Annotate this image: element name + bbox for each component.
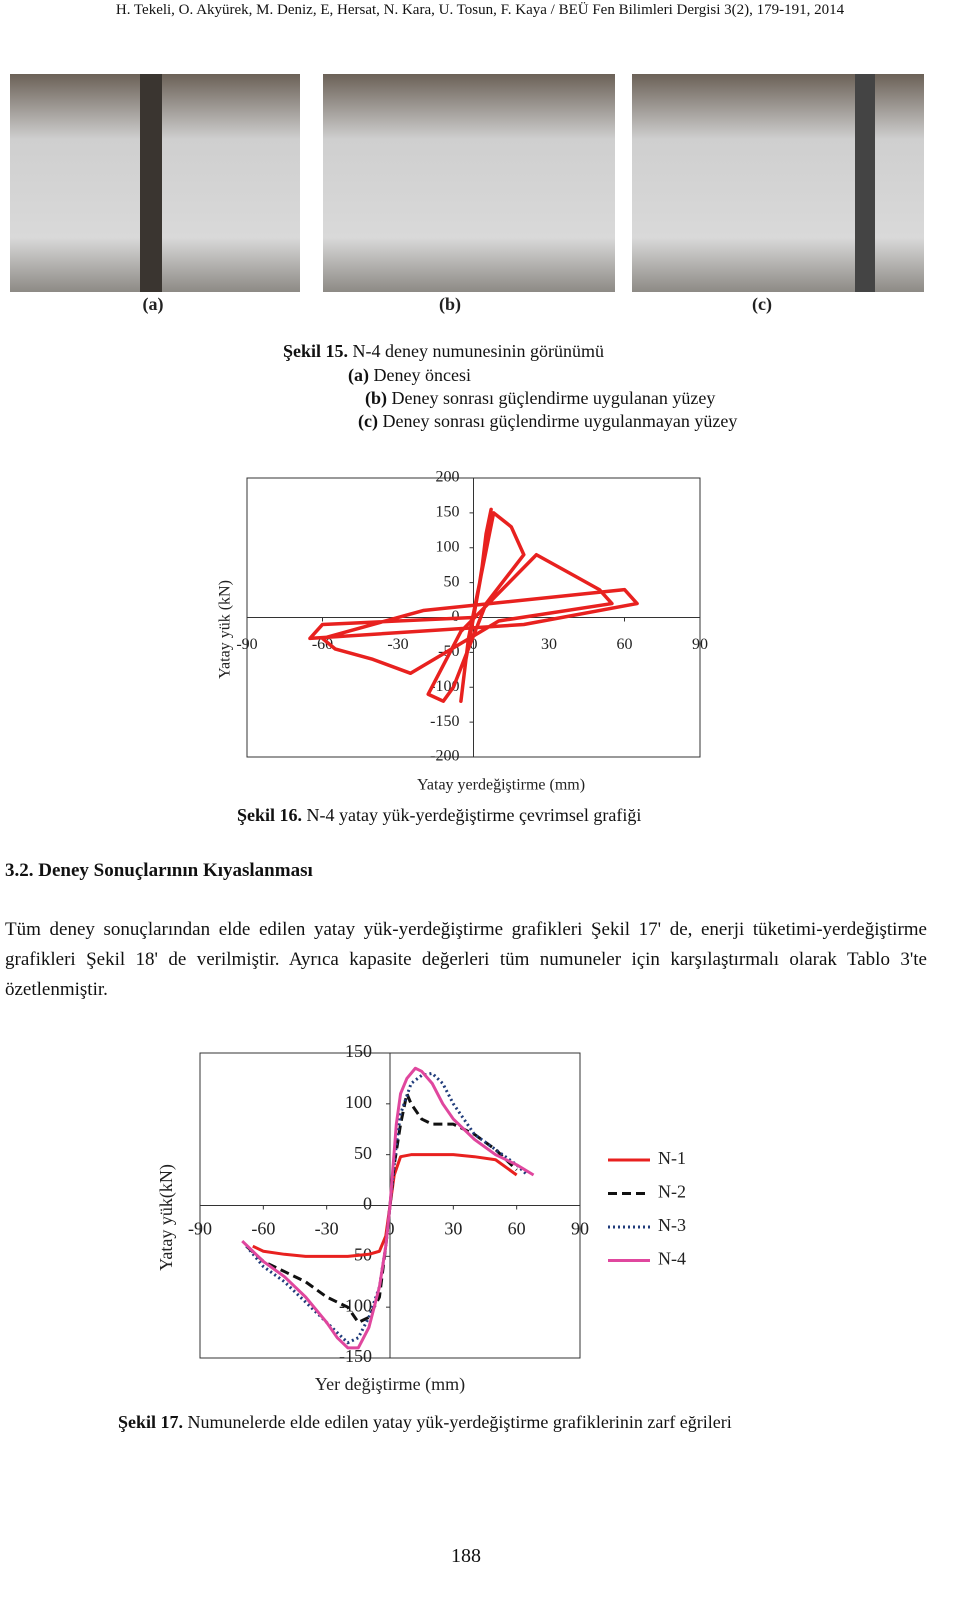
x-tick-label: 0	[386, 1219, 395, 1239]
caption-line: (c) Deney sonrası güçlendirme uygulanmay…	[358, 411, 737, 432]
legend-label: N-1	[658, 1148, 686, 1168]
y-tick-label: -100	[339, 1295, 372, 1315]
panel-label: (c)	[752, 294, 772, 315]
series-line	[241, 1066, 535, 1350]
paragraph: Tüm deney sonuçlarından elde edilen yata…	[5, 919, 927, 1000]
y-tick-label: 150	[345, 1041, 372, 1061]
x-tick-label: -30	[387, 636, 408, 653]
y-tick-label: 150	[436, 504, 460, 521]
panel-label: (b)	[439, 294, 461, 315]
series-line	[245, 1092, 518, 1324]
x-tick-label: -90	[236, 636, 257, 653]
caption-label: Şekil 15.	[283, 341, 349, 361]
panel-label: (a)	[143, 294, 164, 315]
x-axis-label: Yer değiştirme (mm)	[315, 1374, 465, 1395]
caption-label: Şekil 17.	[118, 1412, 184, 1432]
x-tick-label: 30	[444, 1219, 462, 1239]
caption-label: (a)	[348, 365, 369, 385]
caption-line: (b) Deney sonrası güçlendirme uygulanan …	[365, 388, 715, 409]
x-tick-label: -30	[315, 1219, 339, 1239]
x-tick-label: 90	[692, 636, 708, 653]
x-tick-label: 60	[617, 636, 633, 653]
figure-caption: Şekil 17. Numunelerde elde edilen yatay …	[118, 1412, 732, 1433]
y-axis-label: Yatay yük (kN)	[217, 580, 234, 679]
x-tick-label: -60	[312, 636, 333, 653]
legend-label: N-4	[658, 1249, 686, 1269]
photo	[323, 74, 615, 292]
caption-line: (a) Deney öncesi	[348, 365, 471, 386]
y-tick-label: 50	[444, 573, 460, 590]
x-tick-label: 0	[470, 636, 478, 653]
running-header: H. Tekeli, O. Akyürek, M. Deniz, E, Hers…	[115, 2, 845, 18]
x-tick-label: 60	[508, 1219, 526, 1239]
hysteresis-line	[308, 507, 639, 703]
caption-text: N-4 yatay yük-yerdeğiştirme çevrimsel gr…	[302, 805, 642, 825]
photo-detail	[140, 74, 162, 292]
section-heading: 3.2. Deney Sonuçlarının Kıyaslanması	[5, 860, 313, 881]
y-tick-label: -200	[430, 748, 459, 765]
caption-text: N-4 deney numunesinin görünümü	[348, 341, 604, 361]
photo	[632, 74, 924, 292]
x-axis-label: Yatay yerdeğiştirme (mm)	[417, 777, 585, 794]
page-number: 188	[451, 1545, 481, 1567]
y-tick-label: 50	[354, 1143, 372, 1163]
figure-caption: Şekil 16. N-4 yatay yük-yerdeğiştirme çe…	[237, 805, 641, 826]
photo-detail	[855, 74, 875, 292]
caption-text: Deney sonrası güçlendirme uygulanan yüze…	[387, 388, 716, 408]
y-tick-label: 0	[363, 1194, 372, 1214]
y-tick-label: -150	[339, 1346, 372, 1366]
x-tick-label: -60	[251, 1219, 275, 1239]
x-tick-label: 90	[571, 1219, 589, 1239]
caption-text: Numunelerde elde edilen yatay yük-yerdeğ…	[183, 1412, 732, 1432]
y-axis-label: Yatay yük(kN)	[156, 1164, 177, 1271]
y-tick-label: 200	[436, 469, 460, 486]
caption-label: Şekil 16.	[237, 805, 303, 825]
x-tick-label: -90	[188, 1219, 212, 1239]
caption-line: Şekil 15. N-4 deney numunesinin görünümü	[283, 341, 604, 362]
legend-label: N-2	[658, 1182, 686, 1202]
caption-text: Deney sonrası güçlendirme uygulanmayan y…	[377, 411, 738, 431]
legend-label: N-3	[658, 1215, 686, 1235]
x-tick-label: 30	[541, 636, 557, 653]
series-line	[245, 1071, 529, 1345]
y-tick-label: -150	[430, 713, 459, 730]
caption-label: (c)	[358, 411, 378, 431]
y-tick-label: 100	[345, 1092, 372, 1112]
caption-text: Deney öncesi	[369, 365, 471, 385]
caption-label: (b)	[365, 388, 387, 408]
y-tick-label: 100	[436, 538, 460, 555]
